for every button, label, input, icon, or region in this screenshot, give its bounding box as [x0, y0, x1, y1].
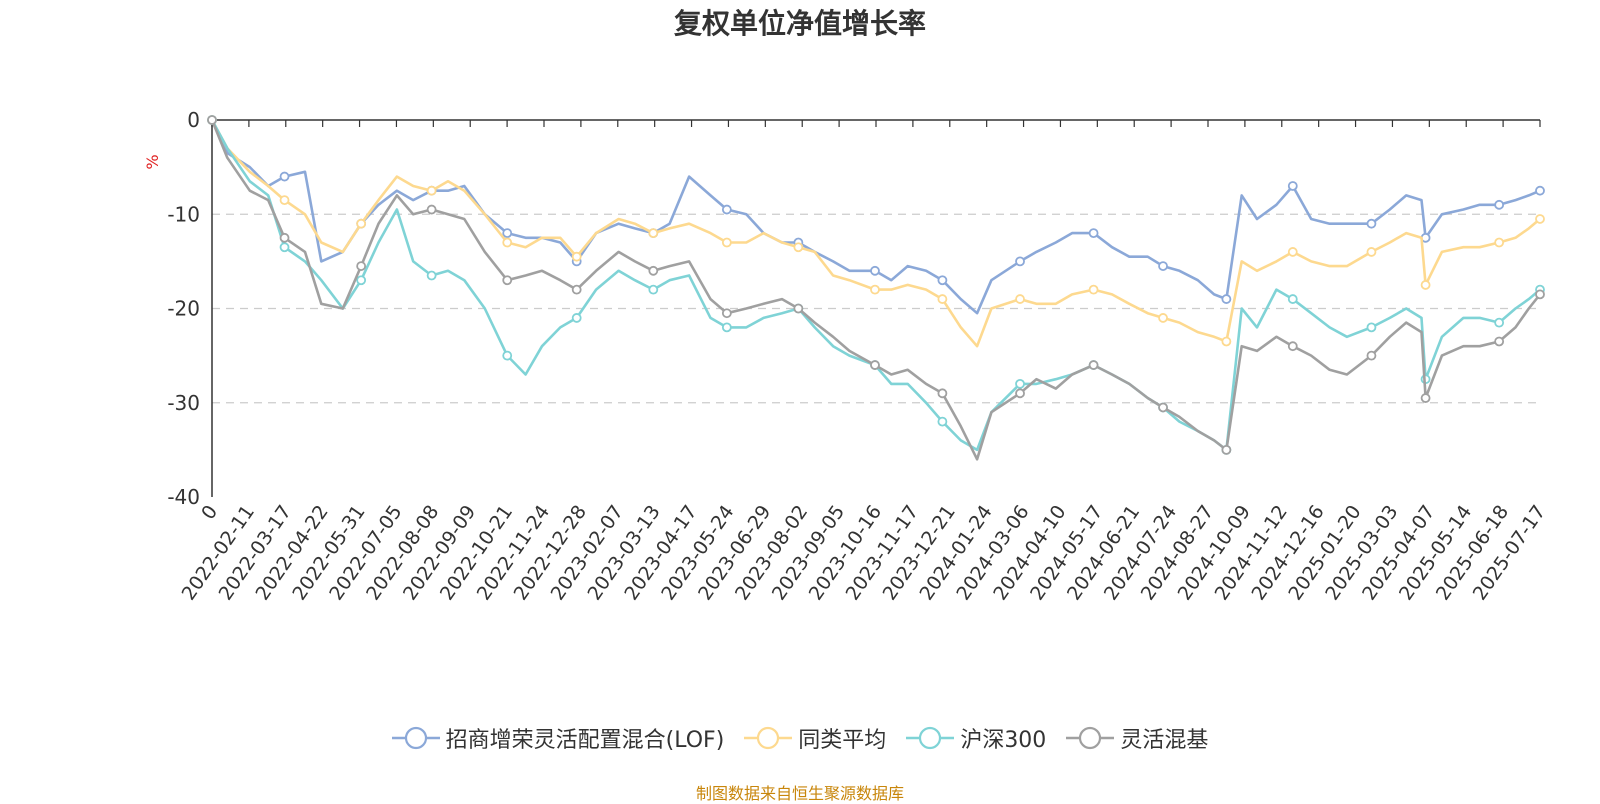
- data-point: [648, 228, 659, 239]
- data-point: [426, 185, 437, 196]
- data-point: [279, 195, 290, 206]
- data-point: [1015, 294, 1025, 304]
- data-point: [721, 204, 732, 215]
- data-point: [870, 265, 880, 276]
- data-point: [571, 284, 582, 295]
- data-point: [502, 275, 513, 286]
- data-point: [1494, 199, 1505, 210]
- y-tick-label: -40: [167, 485, 200, 509]
- data-point: [937, 388, 948, 399]
- y-tick-label: -20: [167, 297, 200, 321]
- data-point: [1287, 341, 1298, 352]
- data-point: [1015, 378, 1025, 389]
- data-point: [1221, 294, 1232, 304]
- series-lines: [207, 115, 1545, 461]
- legend-marker-icon: [391, 726, 440, 750]
- legend-item[interactable]: 招商增荣灵活配置混合(LOF): [391, 722, 725, 754]
- data-point: [1535, 214, 1545, 224]
- y-axis-label: %: [143, 154, 162, 169]
- data-point: [1088, 228, 1099, 239]
- legend: 招商增荣灵活配置混合(LOF) 同类平均 沪深300 灵活混基: [0, 722, 1600, 754]
- data-point: [356, 275, 367, 286]
- axes: [211, 119, 1541, 497]
- data-point: [721, 308, 732, 319]
- data-point: [1158, 402, 1168, 413]
- series-line: [210, 119, 1541, 452]
- legend-item[interactable]: 同类平均: [744, 722, 886, 754]
- grid-lines: [212, 213, 1540, 404]
- y-tick-label: -10: [167, 202, 200, 226]
- legend-item[interactable]: 灵活混基: [1066, 722, 1208, 754]
- series-line: [210, 119, 1542, 461]
- data-point: [1221, 336, 1232, 347]
- data-point: [648, 265, 659, 276]
- data-point: [937, 416, 948, 427]
- x-tick-label: 0: [197, 501, 222, 524]
- data-point: [870, 284, 880, 295]
- legend-label: 灵活混基: [1120, 728, 1209, 753]
- legend-marker-icon: [906, 726, 955, 750]
- data-point: [279, 242, 290, 253]
- y-tick-label: -30: [167, 391, 200, 415]
- legend-label: 同类平均: [798, 728, 887, 753]
- series-line: [210, 119, 1541, 348]
- data-point: [1287, 181, 1298, 191]
- legend-item[interactable]: 沪深300: [906, 722, 1046, 754]
- axis-labels: 0-10-20-30-40%02022-02-112022-03-172022-…: [143, 108, 1550, 604]
- data-point: [426, 270, 437, 281]
- data-point: [1494, 317, 1505, 328]
- data-point: [502, 228, 513, 239]
- data-point: [1158, 261, 1168, 271]
- data-point: [648, 284, 659, 295]
- data-point: [721, 322, 732, 333]
- data-point: [1420, 280, 1431, 290]
- y-tick-label: 0: [187, 108, 200, 132]
- data-point: [937, 294, 948, 304]
- data-point: [1088, 284, 1099, 295]
- data-point: [279, 232, 290, 243]
- data-point: [1494, 237, 1505, 248]
- chart-canvas: 0-10-20-30-40%02022-02-112022-03-172022-…: [143, 108, 1550, 604]
- data-point: [1366, 350, 1377, 361]
- chart-title: 复权单位净值增长率: [673, 7, 926, 40]
- data-point: [1366, 218, 1377, 229]
- data-point: [1088, 360, 1099, 370]
- data-point: [1015, 388, 1025, 399]
- data-point: [279, 171, 290, 182]
- legend-label: 招商增荣灵活配置混合(LOF): [445, 728, 725, 753]
- data-point: [207, 115, 217, 125]
- data-point: [356, 218, 367, 229]
- data-point: [1287, 294, 1298, 304]
- legend-marker-icon: [1066, 726, 1115, 750]
- data-point: [721, 237, 732, 248]
- legend-marker-icon: [744, 726, 793, 750]
- data-point: [571, 313, 582, 323]
- data-point: [1287, 247, 1298, 257]
- data-point: [793, 242, 804, 253]
- data-point: [1494, 336, 1505, 347]
- series-line: [210, 119, 1541, 315]
- data-point: [1221, 444, 1232, 455]
- legend-label: 沪深300: [960, 728, 1047, 753]
- data-point: [426, 204, 437, 215]
- data-point: [1158, 313, 1168, 323]
- data-point: [356, 261, 367, 271]
- data-point: [1535, 289, 1545, 300]
- data-point: [1015, 256, 1025, 267]
- data-point: [502, 350, 513, 361]
- data-point: [937, 275, 948, 286]
- data-point: [793, 303, 804, 314]
- data-point: [1420, 393, 1431, 403]
- data-point: [1366, 247, 1377, 257]
- source-note: 制图数据来自恒生聚源数据库: [695, 784, 904, 803]
- data-point: [1366, 322, 1377, 333]
- data-point: [870, 360, 880, 370]
- data-point: [502, 237, 513, 248]
- data-point: [1535, 185, 1545, 196]
- data-point: [571, 251, 582, 262]
